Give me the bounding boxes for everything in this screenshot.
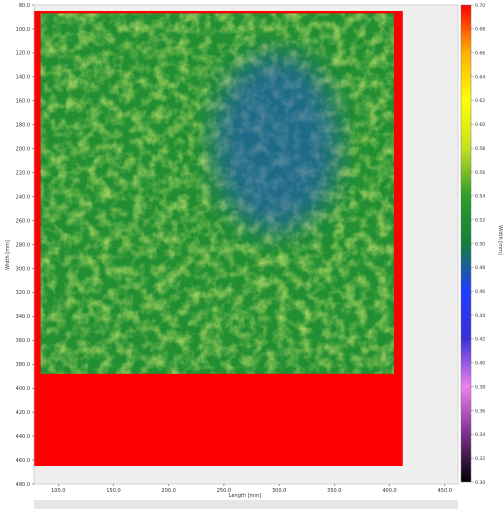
y-tick-label: 460.0 xyxy=(16,458,30,464)
x-axis-label: Length [mm] xyxy=(229,493,262,499)
colorbar-tick-label: 0.70 xyxy=(475,3,485,9)
colorbar-tick-label: 0.30 xyxy=(475,480,485,486)
colorbar-tick-label: 0.36 xyxy=(475,408,485,414)
colorbar-tick-label: 0.58 xyxy=(475,146,485,152)
colorbar-tick-label: 0.42 xyxy=(475,337,485,343)
x-tick-label: 350.0 xyxy=(327,488,341,494)
colorbar-tick-label: 0.44 xyxy=(475,313,485,319)
colorbar-tick-label: 0.50 xyxy=(475,241,485,247)
figure-bottom-strip xyxy=(34,500,458,509)
colorbar-tick-label: 0.60 xyxy=(475,122,485,128)
y-tick-label: 480.0 xyxy=(16,482,30,488)
y-tick-label: 160.0 xyxy=(16,99,30,105)
y-tick-label: 220.0 xyxy=(16,170,30,176)
colorbar-tick-label: 0.62 xyxy=(475,98,485,104)
y-tick-label: 80.0 xyxy=(19,3,30,9)
y-tick-label: 180.0 xyxy=(16,123,30,129)
colorbar-tick-label: 0.68 xyxy=(475,27,485,33)
y-tick-label: 240.0 xyxy=(16,194,30,200)
colorbar-tick-label: 0.66 xyxy=(475,51,485,57)
colorbar-tick-label: 0.38 xyxy=(475,384,485,390)
plate-texture xyxy=(40,13,394,374)
colorbar-tick-label: 0.64 xyxy=(475,74,485,80)
y-axis-label: Width [mm] xyxy=(5,240,11,270)
y-tick-label: 280.0 xyxy=(16,242,30,248)
x-tick-label: 200.0 xyxy=(162,488,176,494)
x-tick-label: 100.0 xyxy=(51,488,65,494)
y-axis: 80.0 100.0 120.0 140.0 160.0 180.0 200.0 220.0 2… xyxy=(16,3,34,488)
colorbar-tick-label: 0.52 xyxy=(475,217,485,223)
region-low-pocket xyxy=(212,52,340,233)
x-tick-label: 300.0 xyxy=(272,488,286,494)
y-tick-label: 420.0 xyxy=(16,410,30,416)
y-tick-label: 260.0 xyxy=(16,218,30,224)
x-tick-label: 150.0 xyxy=(106,488,120,494)
y-tick-label: 100.0 xyxy=(16,27,30,33)
y-tick-label: 320.0 xyxy=(16,290,30,296)
y-tick-label: 360.0 xyxy=(16,338,30,344)
colorbar-tick-label: 0.40 xyxy=(475,361,485,367)
y-tick-label: 140.0 xyxy=(16,75,30,81)
colorbar: 0.70 0.68 0.66 0.64 0.62 0.60 0.58 0.56 0.54 0.52… xyxy=(460,3,485,486)
plot-area xyxy=(33,4,459,485)
x-axis: 100.0 150.0 200.0 250.0 300.0 350.0 400.0 450.0 xyxy=(51,484,452,494)
colorbar-tick-label: 0.46 xyxy=(475,289,485,295)
x-tick-label: 450.0 xyxy=(438,488,452,494)
y-tick-label: 380.0 xyxy=(16,362,30,368)
y-tick-label: 400.0 xyxy=(16,386,30,392)
colorbar-tick-label: 0.48 xyxy=(475,265,485,271)
colorbar-gradient xyxy=(460,4,472,483)
y-tick-label: 440.0 xyxy=(16,434,30,440)
colorbar-tick-label: 0.56 xyxy=(475,170,485,176)
y-tick-label: 120.0 xyxy=(16,51,30,57)
y-tick-label: 300.0 xyxy=(16,266,30,272)
colorbar-tick-label: 0.34 xyxy=(475,432,485,438)
x-tick-label: 400.0 xyxy=(382,488,396,494)
colorbar-tick-label: 0.32 xyxy=(475,456,485,462)
x-tick-label: 250.0 xyxy=(217,488,231,494)
colorbar-label: Width [mm] xyxy=(497,225,503,255)
y-tick-label: 340.0 xyxy=(16,314,30,320)
y-tick-label: 200.0 xyxy=(16,147,30,153)
colorbar-tick-label: 0.54 xyxy=(475,194,485,200)
